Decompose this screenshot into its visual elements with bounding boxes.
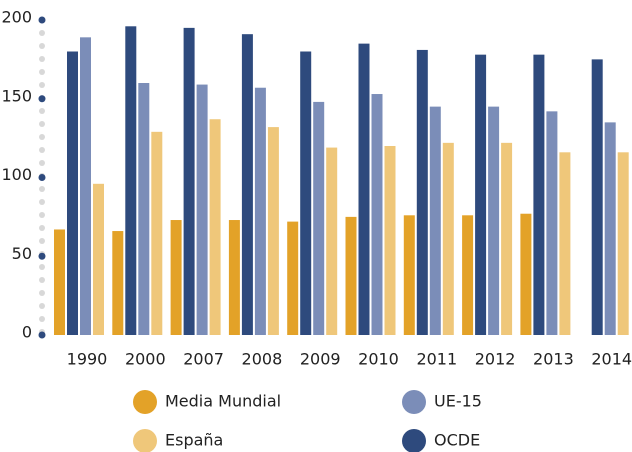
- bar: [67, 51, 78, 335]
- axis-dot: [39, 264, 45, 270]
- bar: [345, 216, 357, 335]
- bar: [501, 142, 513, 335]
- bar: [488, 106, 500, 335]
- bar: [591, 59, 603, 335]
- bar: [371, 94, 383, 336]
- bar: [416, 49, 428, 336]
- axis-dot: [39, 290, 45, 296]
- bar: [151, 131, 163, 335]
- bar: [326, 147, 338, 335]
- bar: [520, 213, 532, 335]
- y-tick-mark: [38, 252, 46, 260]
- bar: [384, 146, 396, 335]
- legend-swatch: [133, 429, 157, 452]
- legend-swatch: [402, 390, 426, 414]
- bar: [475, 54, 487, 336]
- axis-dot: [39, 134, 45, 140]
- axis-dot: [39, 199, 45, 205]
- axis-dot: [39, 43, 45, 49]
- bar: [429, 106, 441, 335]
- axis-dot: [39, 121, 45, 127]
- axis-dot: [39, 186, 45, 192]
- bar: [80, 37, 91, 335]
- bar: [358, 43, 370, 335]
- bar: [287, 221, 299, 335]
- bar: [546, 111, 558, 335]
- bar: [138, 83, 150, 335]
- x-tick-label: 2011: [416, 350, 457, 369]
- axis-dot: [39, 56, 45, 62]
- axis-dot: [39, 108, 45, 114]
- bar: [617, 152, 629, 335]
- legend-label: Media Mundial: [165, 392, 281, 411]
- y-tick-label: 0: [22, 323, 32, 342]
- bar: [93, 183, 104, 335]
- axis-dot: [39, 147, 45, 153]
- axis-dot: [39, 225, 45, 231]
- bar: [533, 54, 545, 336]
- y-tick-label: 100: [1, 165, 32, 184]
- axis-dot: [39, 69, 45, 75]
- bar: [241, 34, 253, 336]
- y-tick-label: 50: [12, 244, 32, 263]
- y-tick-mark: [38, 95, 46, 103]
- axis-dot: [39, 212, 45, 218]
- bar: [183, 27, 195, 335]
- x-tick-label: 2013: [533, 350, 574, 369]
- bar: [313, 101, 325, 336]
- axis-dot: [39, 238, 45, 244]
- legend-label: España: [165, 431, 223, 450]
- axis-dot: [39, 30, 45, 36]
- axis-dot: [39, 303, 45, 309]
- y-tick-label: 150: [1, 86, 32, 105]
- x-tick-label: 2010: [358, 350, 399, 369]
- y-tick-label: 200: [1, 8, 32, 27]
- legend-label: OCDE: [434, 431, 480, 450]
- bar: [300, 51, 312, 335]
- y-tick-mark: [38, 16, 46, 24]
- x-tick-label: 2009: [300, 350, 341, 369]
- axis-dot: [39, 277, 45, 283]
- legend-swatch: [402, 429, 426, 452]
- x-tick-label: 2012: [475, 350, 516, 369]
- bar: [254, 87, 266, 335]
- bar: [442, 142, 454, 335]
- bar: [604, 122, 616, 335]
- bar: [196, 84, 208, 335]
- legend-label: UE-15: [434, 392, 482, 411]
- x-tick-label: 2008: [242, 350, 283, 369]
- axis-dot: [39, 160, 45, 166]
- x-tick-label: 2000: [125, 350, 166, 369]
- axis-dot: [39, 82, 45, 88]
- bar: [267, 127, 279, 335]
- bar: [462, 215, 474, 335]
- bar: [403, 215, 415, 335]
- bar: [54, 229, 65, 335]
- x-tick-label: 2014: [591, 350, 632, 369]
- legend-swatch: [133, 390, 157, 414]
- bar: [228, 220, 240, 335]
- axis-dot: [39, 316, 45, 322]
- bar: [112, 231, 124, 335]
- bar: [209, 119, 221, 335]
- bar: [170, 220, 182, 335]
- y-tick-mark: [38, 331, 46, 339]
- x-tick-label: 1990: [67, 350, 108, 369]
- x-tick-label: 2007: [183, 350, 224, 369]
- bar: [125, 26, 137, 336]
- bar: [559, 152, 571, 335]
- y-tick-mark: [38, 174, 46, 181]
